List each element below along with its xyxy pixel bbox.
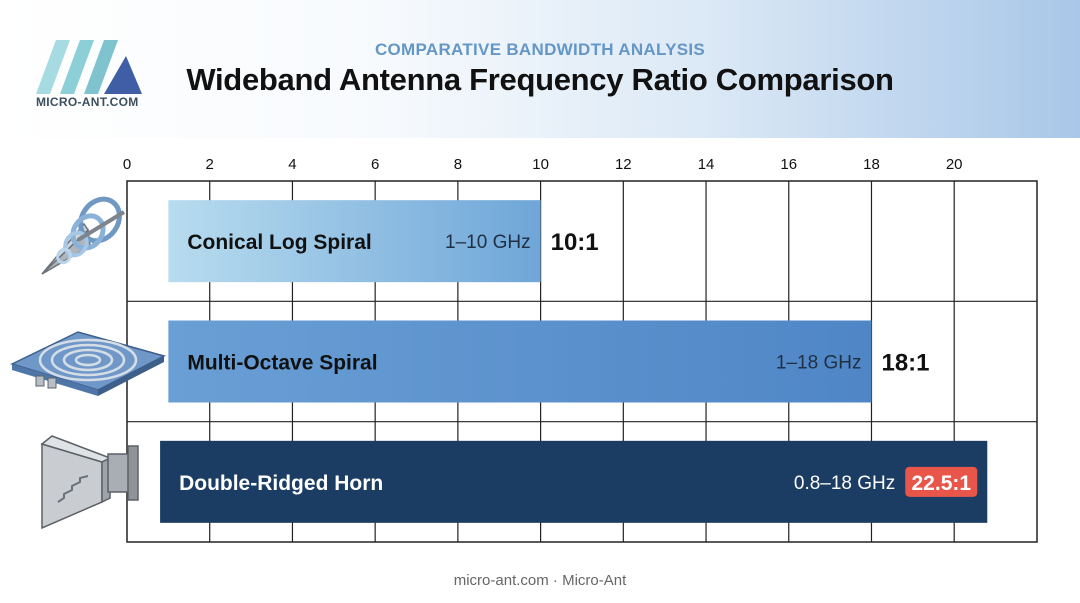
range-label: 1–10 GHz <box>445 232 531 253</box>
ratio-label: 10:1 <box>551 229 599 256</box>
x-tick-label: 0 <box>123 156 131 173</box>
x-tick-label: 12 <box>615 156 632 173</box>
chart-title: Wideband Antenna Frequency Ratio Compari… <box>186 62 894 97</box>
ratio-label: 22.5:1 <box>912 472 972 495</box>
range-label: 0.8–18 GHz <box>794 473 895 494</box>
bar-category-label: Conical Log Spiral <box>187 231 371 254</box>
x-tick-label: 18 <box>863 156 880 173</box>
bar-conical-log-spiral <box>168 200 541 283</box>
x-tick-label: 16 <box>780 156 797 173</box>
planar-spiral-antenna-icon <box>8 318 168 413</box>
bar-category-label: Multi-Octave Spiral <box>187 352 377 375</box>
bar-layer: Conical Log Spiral 1–10 GHz 10:1 Multi-Octa… <box>160 200 988 523</box>
conical-spiral-antenna-icon <box>28 190 128 295</box>
ratio-badge <box>905 466 978 497</box>
range-label: 1–18 GHz <box>776 353 862 374</box>
bar-category-label: Double-Ridged Horn <box>179 472 383 495</box>
logo-text: MICRO-ANT.COM <box>36 95 139 109</box>
ratio-label: 18:1 <box>881 350 929 377</box>
header-band <box>0 0 1080 138</box>
x-tick-label: 10 <box>532 156 549 173</box>
logo-mark-icon <box>36 40 142 94</box>
x-tick-label: 14 <box>698 156 715 173</box>
x-tick-label: 8 <box>454 156 462 173</box>
footer-text: micro-ant.com · Micro-Ant <box>453 572 627 589</box>
bar-multi-octave-spiral <box>168 320 872 403</box>
micro-ant-logo <box>30 34 150 114</box>
x-tick-label: 2 <box>206 156 214 173</box>
chart-subtitle: COMPARATIVE BANDWIDTH ANALYSIS <box>374 40 706 59</box>
bar-double-ridged-horn <box>160 440 988 523</box>
horn-antenna-icon <box>30 432 150 537</box>
x-tick-label: 4 <box>288 156 296 173</box>
x-tick-label: 6 <box>371 156 379 173</box>
tick-layer: 0 2 4 6 8 10 12 14 16 18 20 <box>123 156 963 173</box>
x-tick-label: 20 <box>946 156 963 173</box>
